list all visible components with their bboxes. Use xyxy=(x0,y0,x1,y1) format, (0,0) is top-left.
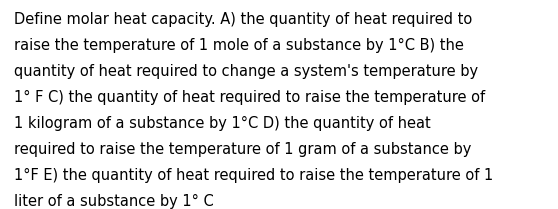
Text: 1 kilogram of a substance by 1°C D) the quantity of heat: 1 kilogram of a substance by 1°C D) the … xyxy=(14,116,431,131)
Text: quantity of heat required to change a system's temperature by: quantity of heat required to change a sy… xyxy=(14,64,478,79)
Text: 1°F E) the quantity of heat required to raise the temperature of 1: 1°F E) the quantity of heat required to … xyxy=(14,168,493,183)
Text: Define molar heat capacity. A) the quantity of heat required to: Define molar heat capacity. A) the quant… xyxy=(14,12,472,27)
Text: raise the temperature of 1 mole of a substance by 1°C B) the: raise the temperature of 1 mole of a sub… xyxy=(14,38,464,53)
Text: liter of a substance by 1° C: liter of a substance by 1° C xyxy=(14,194,214,209)
Text: 1° F C) the quantity of heat required to raise the temperature of: 1° F C) the quantity of heat required to… xyxy=(14,90,485,105)
Text: required to raise the temperature of 1 gram of a substance by: required to raise the temperature of 1 g… xyxy=(14,142,472,157)
